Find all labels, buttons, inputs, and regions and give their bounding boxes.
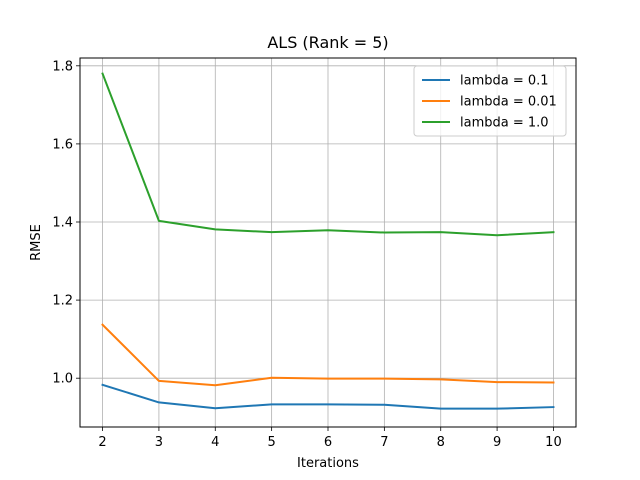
x-tick-label: 3 [155,435,163,450]
legend-box [413,65,567,137]
x-tick-label: 2 [98,435,106,450]
y-tick-label: 1.2 [52,294,73,309]
y-tick-label: 1.6 [52,137,73,152]
series-line-2 [101,72,555,237]
series-line-0 [101,383,555,410]
x-tick-label: 7 [380,435,388,450]
x-tick-label: 9 [493,435,501,450]
chart-title: ALS (Rank = 5) [267,33,388,52]
series-lines [101,72,555,410]
y-tick-label: 1.4 [52,216,73,231]
legend: lambda = 0.1 lambda = 0.01 lambda = 1.0 [413,65,567,137]
x-tick-label: 8 [437,435,445,450]
legend-label: lambda = 0.01 [460,95,557,110]
y-tick-label: 1.8 [52,59,73,74]
x-axis-label: Iterations [297,456,359,471]
y-tick-label: 1.0 [52,372,73,387]
x-tick-label: 10 [545,435,562,450]
series-line-1 [101,323,555,387]
x-tick-label: 5 [267,435,275,450]
x-tick-label: 4 [211,435,219,450]
x-tick-label: 6 [324,435,332,450]
legend-label: lambda = 1.0 [460,116,549,131]
legend-label: lambda = 0.1 [460,74,549,89]
y-axis-label: RMSE [29,224,44,261]
y-axis-ticks: 1.0 1.2 1.4 1.6 1.8 [52,59,80,387]
x-axis-ticks: 2 3 4 5 6 7 8 9 10 [98,427,562,450]
